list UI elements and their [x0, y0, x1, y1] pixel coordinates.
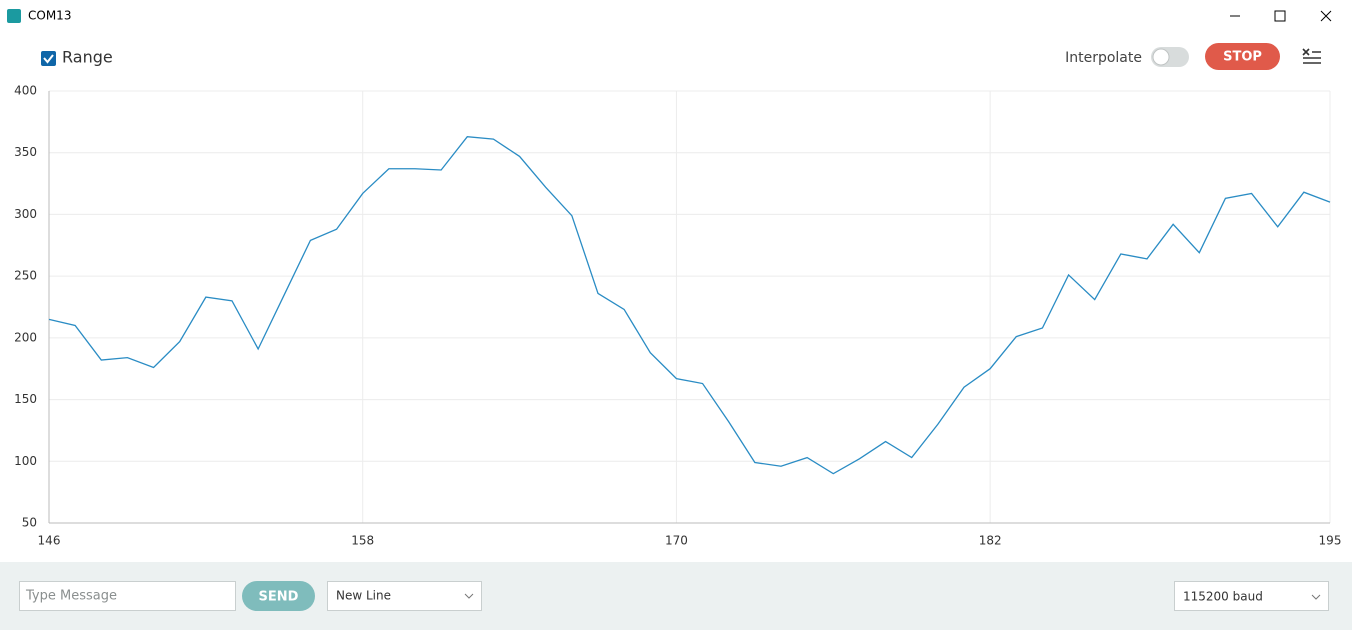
baud-select[interactable] [1174, 581, 1329, 611]
plot: 50 100 150 200 250 300 350 400 146 158 170 182 195 [14, 84, 1341, 548]
x-tick-label: 182 [979, 534, 1002, 548]
x-tick-label: 158 [351, 534, 374, 548]
y-tick-label: 150 [14, 392, 37, 406]
y-tick-label: 400 [14, 84, 37, 98]
check-icon [43, 54, 54, 64]
y-tick-label: 100 [14, 454, 37, 468]
send-button[interactable] [242, 581, 315, 611]
window-title: COM13 [28, 9, 71, 23]
stop-button[interactable] [1205, 43, 1280, 70]
dropdown-arrow [1311, 594, 1321, 600]
toggle-knob [1152, 48, 1170, 66]
line-ending-value: New Line [336, 589, 391, 603]
dropdown-arrow [464, 593, 474, 599]
interpolate-label: Interpolate [1065, 50, 1142, 66]
close-button[interactable] [1320, 10, 1332, 22]
message-input[interactable] [19, 581, 236, 611]
range-checkbox[interactable] [41, 51, 56, 66]
line-ending-select[interactable] [327, 581, 482, 611]
clear-button[interactable] [1302, 48, 1321, 64]
message-placeholder: Type Message [25, 589, 117, 604]
send-button-label: SEND [259, 590, 299, 605]
y-tick-label: 300 [14, 207, 37, 221]
maximize-button[interactable] [1274, 10, 1286, 22]
x-tick-label: 195 [1319, 534, 1342, 548]
data-line [48, 135, 1331, 475]
app-icon [7, 9, 21, 23]
baud-value: 115200 baud [1183, 590, 1263, 604]
range-label: Range [62, 48, 113, 67]
y-tick-label: 200 [14, 330, 37, 344]
y-tick-label: 250 [14, 269, 37, 283]
stop-button-label: STOP [1223, 50, 1262, 65]
y-tick-label: 350 [14, 145, 37, 159]
x-tick-label: 146 [38, 534, 61, 548]
x-tick-label: 170 [665, 534, 688, 548]
y-tick-label: 50 [22, 516, 37, 530]
